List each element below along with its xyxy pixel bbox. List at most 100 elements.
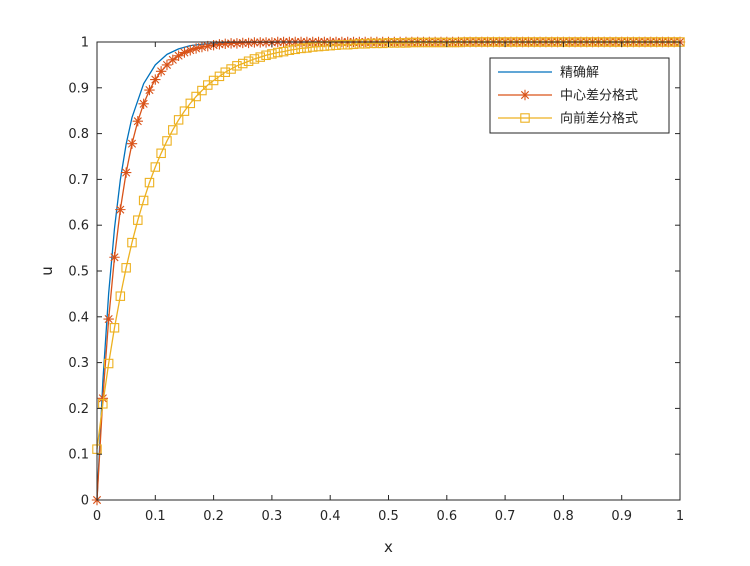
x-tick-label-3: 0.3 — [262, 509, 283, 524]
legend-marker-2 — [519, 89, 531, 101]
y-tick-label-0: 0 — [81, 494, 89, 509]
series-3-point-29 — [261, 50, 271, 61]
x-tick-label-6: 0.6 — [436, 509, 457, 524]
series-3-point-41 — [331, 40, 341, 50]
series-3-point-17 — [191, 91, 201, 102]
legend-entry-1: 精确解 — [498, 66, 599, 81]
y-tick-label-5: 0.5 — [68, 265, 89, 280]
series-2-point-26 — [243, 37, 254, 49]
series-3-point-33 — [284, 45, 295, 55]
series-2-point-1 — [97, 393, 109, 404]
series-3-point-10 — [150, 162, 161, 172]
series-3-point-40 — [325, 40, 335, 51]
series-2-point-9 — [144, 84, 155, 96]
series-3-point-32 — [278, 46, 289, 57]
series-3-point-6 — [127, 237, 137, 248]
series-3-point-7 — [133, 215, 143, 225]
legend-entry-2: 中心差分格式 — [498, 88, 638, 104]
series-3-point-13 — [168, 125, 178, 135]
series-2-point-24 — [231, 38, 243, 49]
series-3-point-30 — [267, 49, 277, 59]
x-tick-label-8: 0.8 — [553, 509, 574, 524]
series-3-point-9 — [144, 177, 155, 188]
y-axis-label: u — [38, 266, 56, 276]
series-3-point-8 — [138, 195, 149, 206]
series-3-point-45 — [354, 39, 365, 49]
y-tick-label-10: 1 — [81, 36, 89, 51]
series-2-point-14 — [173, 50, 184, 61]
series-2-point-7 — [132, 116, 144, 127]
series-3-point-37 — [307, 42, 318, 52]
series-3-point-27 — [249, 54, 260, 64]
y-tick-label-1: 0.1 — [68, 448, 89, 463]
y-tick-label-7: 0.7 — [68, 173, 89, 188]
series-3-point-18 — [197, 85, 207, 96]
series-3-point-52 — [395, 38, 405, 48]
series-3-point-4 — [115, 291, 126, 301]
series-2-point-10 — [150, 74, 161, 85]
series-3-point-47 — [366, 38, 376, 49]
series-3-point-15 — [179, 106, 190, 116]
series-3-point-24 — [232, 61, 242, 71]
legend-label-2: 中心差分格式 — [560, 88, 638, 104]
series-2-point-3 — [109, 252, 120, 263]
series-2-point-21 — [214, 39, 225, 50]
x-tick-label-7: 0.7 — [495, 509, 516, 524]
x-tick-label-0: 0 — [93, 509, 101, 524]
x-tick-label-5: 0.5 — [378, 509, 399, 524]
series-2-point-8 — [138, 98, 149, 110]
series-2-point-2 — [103, 313, 114, 325]
legend-marker-3 — [520, 113, 530, 123]
series-2-point-19 — [202, 40, 213, 52]
series-3-point-31 — [272, 47, 283, 58]
series-3-point-25 — [238, 58, 248, 69]
series-2-point-25 — [237, 37, 248, 49]
series-2-point-6 — [126, 138, 138, 149]
series-3-point-46 — [360, 39, 370, 49]
y-tick-label-6: 0.6 — [68, 219, 89, 234]
series-2-point-16 — [185, 45, 196, 56]
series-2-point-4 — [115, 204, 126, 215]
series-3-point-44 — [348, 39, 359, 50]
series-3-point-34 — [290, 44, 300, 55]
y-tick-label-3: 0.3 — [68, 356, 89, 371]
y-tick-label-9: 0.9 — [68, 81, 89, 96]
legend-label-1: 精确解 — [560, 66, 599, 81]
series-2-point-23 — [225, 38, 237, 49]
x-axis-label: x — [384, 538, 393, 556]
series-2-point-17 — [190, 43, 202, 54]
series-2-point-22 — [220, 38, 231, 50]
series-3-point-28 — [255, 52, 265, 62]
series-3-point-51 — [389, 38, 400, 48]
x-tick-label-2: 0.2 — [203, 509, 224, 524]
x-tick-label-10: 1 — [676, 509, 684, 524]
series-3-point-36 — [302, 43, 312, 53]
x-tick-label-4: 0.4 — [320, 509, 341, 524]
series-3-point-48 — [372, 38, 382, 49]
series-2-point-5 — [120, 167, 132, 178]
series-2-point-13 — [167, 54, 178, 66]
legend-label-3: 向前差分格式 — [560, 111, 638, 127]
y-tick-label-2: 0.2 — [68, 402, 89, 417]
x-tick-label-1: 0.1 — [145, 509, 166, 524]
series-3-point-12 — [162, 136, 172, 146]
series-2-point-12 — [161, 59, 173, 71]
series-2-point-11 — [155, 66, 167, 77]
series-3-point-49 — [377, 38, 388, 49]
series-2-point-15 — [179, 47, 190, 58]
series-3-point-16 — [185, 98, 196, 109]
series-3-point-1 — [98, 399, 108, 409]
y-tick-label-8: 0.8 — [68, 127, 89, 142]
y-tick-label-4: 0.4 — [68, 310, 89, 325]
series-3-point-22 — [220, 67, 231, 77]
series-3-point-23 — [226, 64, 236, 74]
series-2-point-18 — [196, 41, 208, 53]
x-tick-label-9: 0.9 — [611, 509, 632, 524]
series-3-point-14 — [173, 115, 184, 125]
series-3-point-50 — [383, 38, 394, 48]
series-3-point-11 — [156, 148, 166, 159]
series-3-point-26 — [243, 56, 254, 66]
series-3-point-35 — [296, 43, 306, 54]
